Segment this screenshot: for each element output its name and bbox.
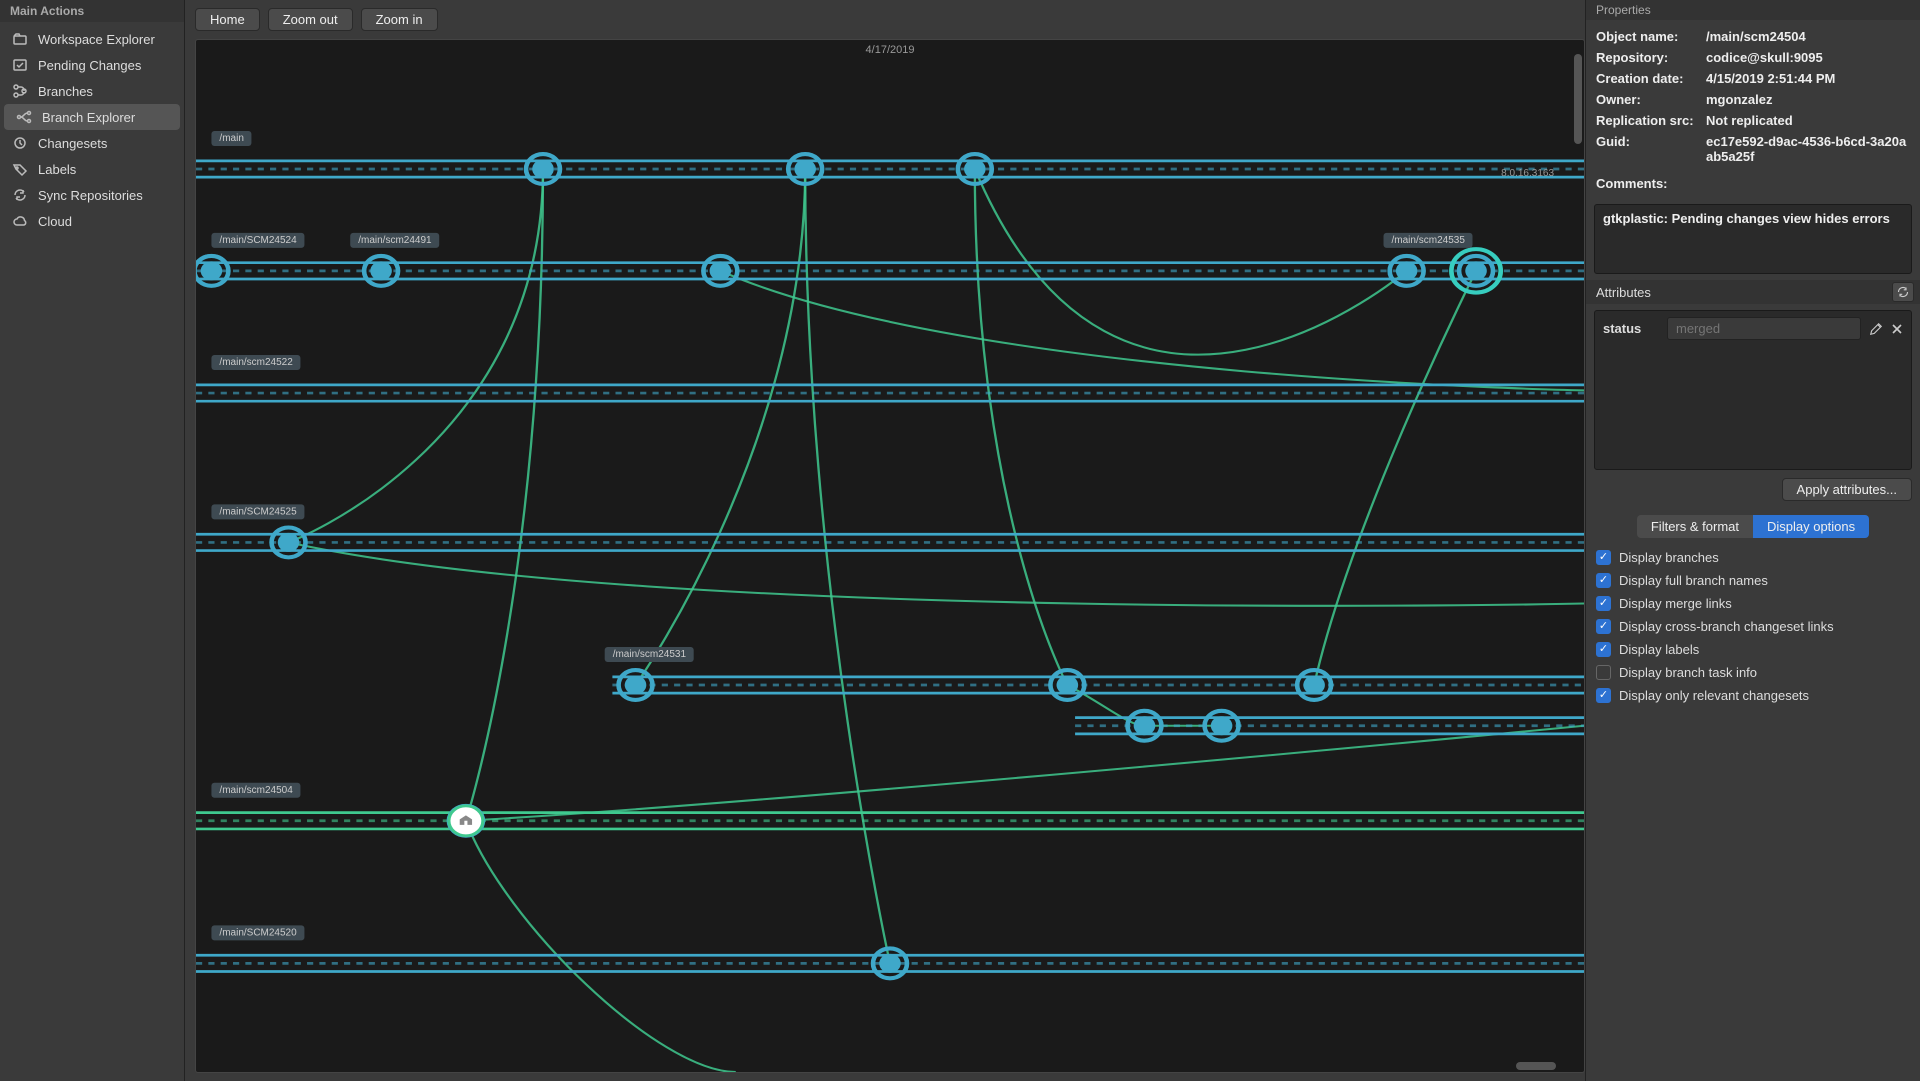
sync-icon <box>12 187 28 203</box>
sidebar-item-label: Changesets <box>38 136 107 151</box>
toolbar: Home Zoom out Zoom in <box>195 8 1585 39</box>
prop-val: 4/15/2019 2:51:44 PM <box>1706 71 1910 86</box>
prop-val: codice@skull:9095 <box>1706 50 1910 65</box>
zoom-in-button[interactable]: Zoom in <box>361 8 438 31</box>
checkbox-label: Display labels <box>1619 642 1699 657</box>
checkbox[interactable] <box>1596 619 1611 634</box>
sidebar-item-label: Pending Changes <box>38 58 141 73</box>
branch-label[interactable]: /main/scm24491 <box>350 233 439 248</box>
checkbox-label: Display cross-branch changeset links <box>1619 619 1834 634</box>
tab-filters-format[interactable]: Filters & format <box>1637 515 1753 538</box>
attribute-value-input[interactable] <box>1667 317 1861 340</box>
prop-key: Creation date: <box>1596 71 1706 86</box>
branch-label[interactable]: /main/scm24504 <box>211 783 300 798</box>
cloud-icon <box>12 213 28 229</box>
options-tabs: Filters & format Display options <box>1594 515 1912 538</box>
checkbox-label: Display branch task info <box>1619 665 1757 680</box>
branch-label[interactable]: /main/scm24531 <box>605 647 694 662</box>
prop-key: Owner: <box>1596 92 1706 107</box>
prop-val: /main/scm24504 <box>1706 29 1910 44</box>
sidebar-item-branch-explorer[interactable]: Branch Explorer <box>4 104 180 130</box>
right-panel: Properties Object name:/main/scm24504Rep… <box>1585 0 1920 1081</box>
checkbox-label: Display only relevant changesets <box>1619 688 1809 703</box>
folder-icon <box>12 31 28 47</box>
attributes-header: Attributes <box>1596 285 1651 300</box>
attribute-key-status: status <box>1603 321 1659 336</box>
sidebar-item-label: Labels <box>38 162 76 177</box>
checkbox-label: Display branches <box>1619 550 1719 565</box>
checkbox[interactable] <box>1596 573 1611 588</box>
scrollbar-horizontal[interactable] <box>198 1062 1570 1070</box>
remove-attribute-icon[interactable] <box>1891 321 1903 337</box>
pending-icon <box>12 57 28 73</box>
sidebar-item-changesets[interactable]: Changesets <box>0 130 184 156</box>
checkbox[interactable] <box>1596 665 1611 680</box>
checkbox[interactable] <box>1596 642 1611 657</box>
sidebar-item-cloud[interactable]: Cloud <box>0 208 184 234</box>
sidebar-item-label: Sync Repositories <box>38 188 143 203</box>
sidebar: Main Actions Workspace Explorer Pending C… <box>0 0 185 1081</box>
prop-key: Repository: <box>1596 50 1706 65</box>
sidebar-item-label: Branches <box>38 84 93 99</box>
branch-label[interactable]: /main/scm24522 <box>211 355 300 370</box>
checkbox[interactable] <box>1596 550 1611 565</box>
checkbox[interactable] <box>1596 596 1611 611</box>
checkbox-label: Display merge links <box>1619 596 1732 611</box>
prop-val: Not replicated <box>1706 113 1910 128</box>
labels-icon <box>12 161 28 177</box>
refresh-icon <box>1897 286 1909 298</box>
prop-key: Object name: <box>1596 29 1706 44</box>
prop-val: mgonzalez <box>1706 92 1910 107</box>
checkbox[interactable] <box>1596 688 1611 703</box>
branch-explorer-icon <box>16 109 32 125</box>
sidebar-item-folder[interactable]: Workspace Explorer <box>0 26 184 52</box>
prop-val: ec17e592-d9ac-4536-b6cd-3a20aab5a25f <box>1706 134 1910 164</box>
prop-key: Guid: <box>1596 134 1706 164</box>
changesets-icon <box>12 135 28 151</box>
home-button[interactable]: Home <box>195 8 260 31</box>
branch-label[interactable]: /main/SCM24520 <box>211 925 304 940</box>
main: Home Zoom out Zoom in 4/17/2019 /main/ma… <box>185 0 1585 1081</box>
sidebar-item-labels[interactable]: Labels <box>0 156 184 182</box>
properties-header: Properties <box>1586 0 1920 20</box>
comments-box[interactable]: gtkplastic: Pending changes view hides e… <box>1594 204 1912 274</box>
sidebar-header: Main Actions <box>0 0 184 22</box>
apply-attributes-button[interactable]: Apply attributes... <box>1782 478 1912 501</box>
branch-label[interactable]: /main/SCM24525 <box>211 504 304 519</box>
sidebar-item-label: Cloud <box>38 214 72 229</box>
tab-display-options[interactable]: Display options <box>1753 515 1869 538</box>
sidebar-item-branches[interactable]: Branches <box>0 78 184 104</box>
refresh-attributes-button[interactable] <box>1892 282 1914 302</box>
zoom-out-button[interactable]: Zoom out <box>268 8 353 31</box>
attributes-body: status <box>1594 310 1912 470</box>
checkbox-label: Display full branch names <box>1619 573 1768 588</box>
prop-key: Replication src: <box>1596 113 1706 128</box>
branches-icon <box>12 83 28 99</box>
comments-label: Comments: <box>1596 176 1706 191</box>
branch-label[interactable]: /main <box>211 131 251 146</box>
scrollbar-vertical[interactable] <box>1574 54 1582 144</box>
version-tag: 8.0.16.3163 <box>1501 168 1554 179</box>
edit-attribute-icon[interactable] <box>1869 321 1883 337</box>
sidebar-item-label: Branch Explorer <box>42 110 135 125</box>
sidebar-item-pending[interactable]: Pending Changes <box>0 52 184 78</box>
branch-label[interactable]: /main/scm24535 <box>1384 233 1473 248</box>
sidebar-item-label: Workspace Explorer <box>38 32 155 47</box>
branch-explorer-canvas[interactable]: 4/17/2019 /main/main/SCM24524/main/scm24… <box>195 39 1585 1073</box>
sidebar-item-sync[interactable]: Sync Repositories <box>0 182 184 208</box>
branch-label[interactable]: /main/SCM24524 <box>211 233 304 248</box>
